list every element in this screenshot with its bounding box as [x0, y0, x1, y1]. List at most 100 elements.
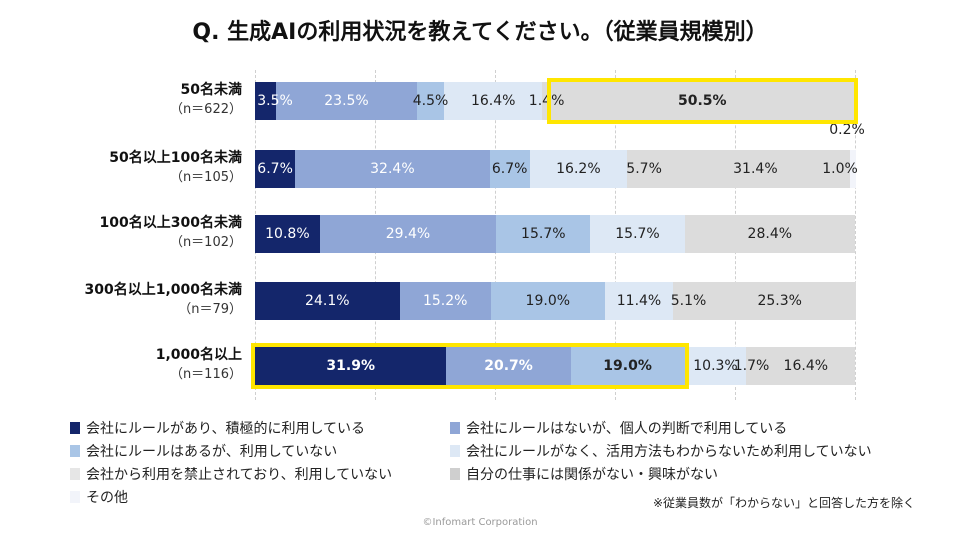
- legend-label: 自分の仕事には関係がない・興味がない: [466, 467, 718, 483]
- legend-item: 自分の仕事には関係がない・興味がない: [450, 464, 718, 484]
- bar-row: [255, 282, 856, 320]
- category-name: 50名以上100名未満: [109, 150, 242, 166]
- bar-segment: [849, 150, 856, 188]
- legend-swatch: [70, 422, 80, 434]
- bar-segment: [255, 150, 296, 188]
- data-label: 20.7%: [484, 358, 533, 374]
- legend-item: 会社にルールがなく、活用方法もわからないため利用していない: [450, 441, 872, 461]
- data-label: 31.9%: [326, 358, 375, 374]
- legend-swatch: [70, 468, 80, 480]
- category-label: 50名以上100名未満 （n＝105）: [109, 148, 242, 188]
- bar-segment: [703, 282, 856, 320]
- bar-row: [255, 82, 855, 120]
- legend-label: その他: [86, 490, 128, 506]
- bar-segment: [684, 347, 747, 385]
- bar-segment: [496, 215, 591, 253]
- bar-segment: [756, 347, 855, 385]
- bar-row: [255, 150, 856, 188]
- legend-label: 会社にルールはないが、個人の判断で利用している: [466, 421, 788, 437]
- bar-segment: [444, 82, 543, 120]
- bar-row: [255, 347, 855, 385]
- sample-size: （n＝622）: [169, 102, 242, 117]
- bar-segment: [529, 150, 627, 188]
- bar-segment: [490, 282, 605, 320]
- legend-item: 会社にルールがあり、積極的に利用している: [70, 418, 365, 438]
- legend-label: 会社にルールがなく、活用方法もわからないため利用していない: [466, 444, 872, 460]
- bar-segment: [417, 82, 444, 120]
- category-label: 1,000名以上 （n＝116）: [156, 345, 242, 385]
- legend-swatch: [70, 445, 80, 457]
- bar-segment: [255, 215, 320, 253]
- bar-segment: [684, 215, 855, 253]
- legend-swatch: [70, 491, 80, 503]
- bar-segment: [542, 82, 551, 120]
- legend-item: 会社から利用を禁止されており、利用していない: [70, 464, 392, 484]
- legend-swatch: [450, 445, 460, 457]
- bar-segment: [590, 215, 685, 253]
- gridline: [855, 70, 856, 400]
- data-label: 16.2%: [556, 161, 601, 177]
- data-label: 0.2%: [829, 122, 865, 138]
- bar-row: [255, 215, 855, 253]
- footnote: ※従業員数が「わからない」と回答した方を除く: [652, 496, 915, 510]
- sample-size: （n＝105）: [169, 170, 242, 185]
- data-label: 1.0%: [822, 161, 858, 177]
- category-name: 50名未満: [180, 82, 242, 98]
- data-label: 10.8%: [265, 226, 310, 242]
- bar-segment: [489, 150, 530, 188]
- data-label: 28.4%: [747, 226, 793, 242]
- data-label: 1.7%: [733, 358, 770, 374]
- data-label: 3.5%: [257, 93, 293, 109]
- category-name: 100名以上300名未満: [99, 215, 242, 231]
- data-label: 1.4%: [528, 93, 565, 109]
- data-label: 16.4%: [470, 93, 516, 109]
- category-label: 50名未満 （n＝622）: [170, 80, 242, 120]
- data-label: 19.0%: [603, 358, 652, 374]
- bar-segment: [276, 82, 417, 120]
- sample-size: （n＝102）: [169, 235, 242, 250]
- data-label: 5.7%: [626, 161, 662, 177]
- bar-segment: [319, 215, 497, 253]
- data-label: 6.7%: [257, 161, 293, 177]
- category-name: 1,000名以上: [155, 347, 242, 363]
- bar-segment: [446, 347, 571, 385]
- bar-segment: [255, 82, 276, 120]
- bar-segment: [399, 282, 491, 320]
- bar-segment: [661, 150, 850, 188]
- sample-size: （n＝116）: [169, 367, 242, 382]
- bar-segment: [673, 282, 704, 320]
- data-label: 50.5%: [678, 93, 727, 109]
- data-label: 10.3%: [693, 358, 738, 374]
- chart-title: Q. 生成AIの利用状況を教えてください。（従業員規模別）: [192, 20, 768, 45]
- bar-segment: [550, 82, 854, 120]
- legend-swatch: [450, 468, 460, 480]
- category-name: 300名以上1,000名未満: [84, 282, 242, 298]
- data-label: 31.4%: [733, 161, 778, 177]
- bar-segment: [570, 347, 685, 385]
- bar-segment: [746, 347, 757, 385]
- data-label: 15.7%: [521, 226, 566, 242]
- legend-label: 会社にルールがあり、積極的に利用している: [86, 421, 366, 437]
- data-label: 16.4%: [783, 358, 829, 374]
- highlight-box: [251, 343, 689, 389]
- bar-segment: [295, 150, 490, 188]
- category-label: 300名以上1,000名未満 （n＝79）: [84, 280, 242, 320]
- data-label: 23.5%: [324, 93, 369, 109]
- highlight-box: [546, 78, 858, 124]
- data-label: 24.1%: [305, 293, 350, 309]
- data-label: 25.3%: [757, 293, 802, 309]
- bar-segment: [604, 282, 674, 320]
- data-label: 15.2%: [422, 293, 468, 309]
- data-label: 4.5%: [412, 93, 449, 109]
- legend-item: その他: [70, 487, 128, 507]
- data-label: 6.7%: [491, 161, 528, 177]
- bar-segment: [627, 150, 662, 188]
- data-label: 32.4%: [370, 161, 415, 177]
- legend-item: 会社にルールはあるが、利用していない: [70, 441, 337, 461]
- category-label: 100名以上300名未満 （n＝102）: [100, 213, 242, 253]
- data-label: 29.4%: [385, 226, 431, 242]
- legend-item: 会社にルールはないが、個人の判断で利用している: [450, 418, 787, 438]
- data-label: 5.1%: [670, 293, 707, 309]
- sample-size: （n＝79）: [178, 302, 242, 317]
- data-label: 11.4%: [616, 293, 662, 309]
